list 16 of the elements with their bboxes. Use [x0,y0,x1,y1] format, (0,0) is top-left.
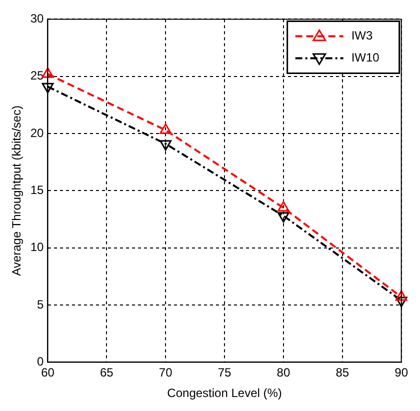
x-tick-label: 65 [100,366,114,380]
x-tick-label: 70 [158,366,173,380]
y-tick-label: 30 [30,12,44,26]
x-axis-title: Congestion Level (%) [167,386,282,400]
x-tick-label: 80 [276,366,290,380]
y-tick-label: 5 [37,297,44,312]
y-tick-label: 10 [30,240,44,254]
x-tick-label: 75 [218,366,232,380]
x-tick-label: 90 [394,366,408,380]
y-tick-label: 15 [30,183,44,198]
y-axis-title: Average Throughtput (kbits/sec) [10,106,24,276]
legend-label: IW10 [351,50,380,65]
y-tick-label: 25 [30,68,44,83]
x-tick-label: 85 [336,366,350,380]
legend-label: IW3 [351,28,373,43]
y-tick-label: 20 [30,126,44,140]
